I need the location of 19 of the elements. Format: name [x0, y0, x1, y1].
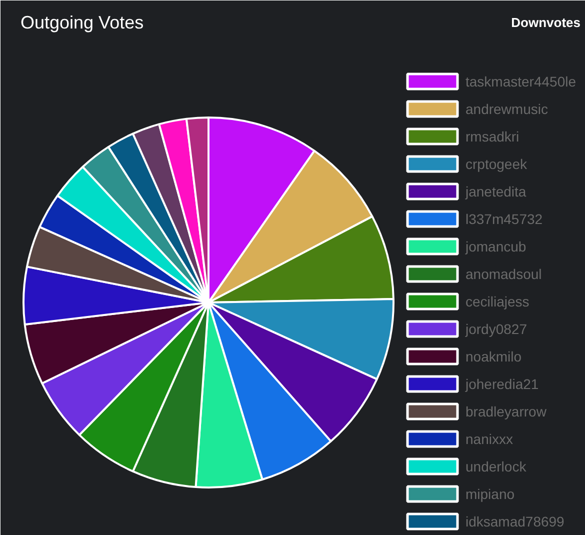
legend-label: idksamad78699 — [466, 514, 565, 530]
text: Downvotes — [511, 15, 580, 30]
legend-label: jordy0827 — [464, 321, 528, 337]
legend-label: rmsadkri — [466, 128, 520, 144]
legend-label: underlock — [466, 458, 528, 474]
legend-label: janetedita — [464, 184, 526, 200]
legend-label: nanixxx — [466, 431, 513, 447]
legend-label: l337m45732 — [466, 211, 543, 227]
chart-title: Outgoing Votes — [20, 12, 144, 32]
legend-label: jomancub — [464, 238, 526, 254]
legend-label: andrewmusic — [466, 101, 548, 117]
legend-label: joheredia21 — [464, 376, 539, 392]
legend-label: noakmilo — [466, 348, 522, 364]
legend-label: taskmaster4450le — [466, 74, 576, 90]
legend-label: crptogeek — [466, 156, 528, 172]
legend-label: ceciliajess — [466, 294, 530, 310]
legend-label: mipiano — [466, 486, 515, 502]
legend-label: anomadsoul — [466, 266, 542, 282]
legend-label: bradleyarrow — [466, 404, 548, 420]
